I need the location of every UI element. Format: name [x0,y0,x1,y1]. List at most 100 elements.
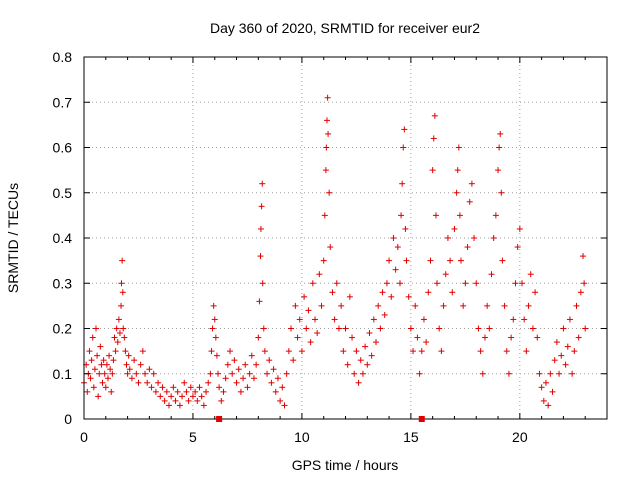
grid [84,57,607,419]
data-point [174,388,181,395]
data-point [210,302,217,309]
data-point [111,334,118,341]
data-point [163,388,170,395]
data-point [121,334,128,341]
data-point [277,397,284,404]
data-point [398,212,405,219]
data-point [220,388,227,395]
data-point [100,357,107,364]
data-point [208,348,215,355]
axis-marker [216,416,223,422]
data-point [97,343,104,350]
data-point [119,257,126,264]
data-point [381,311,388,318]
data-point [126,366,133,373]
data-point [514,244,521,251]
data-point [335,325,342,332]
y-tick-label: 0.2 [53,321,73,337]
data-point [351,370,358,377]
data-point [90,384,97,391]
data-point [481,334,488,341]
data-point [96,370,103,377]
data-point [490,235,497,241]
data-point [144,379,151,386]
data-point [436,325,443,332]
data-point [255,334,262,341]
data-point [558,352,565,359]
data-point [125,352,132,359]
data-point [536,370,543,377]
data-point [542,379,549,386]
data-point [139,348,146,355]
data-point [250,375,257,382]
data-point [534,334,541,341]
data-point [379,289,386,296]
data-point [423,339,430,346]
data-point [159,384,166,391]
data-point [342,325,349,332]
data-point [403,257,410,264]
data-point [237,388,244,395]
data-point [112,348,119,355]
data-point [499,257,506,264]
data-point [582,325,589,332]
x-tick-label: 5 [189,429,197,445]
data-point [128,375,135,382]
data-point [498,189,505,196]
data-point [189,393,196,400]
data-point [479,370,486,377]
y-axis-label: SRMTID / TECUs [5,183,21,293]
data-point [532,289,539,296]
data-point [292,302,299,309]
data-point [357,357,364,364]
data-point [283,370,290,377]
data-point [320,257,327,264]
data-point [353,348,360,355]
data-point [420,316,427,323]
data-point [294,334,301,341]
data-point [540,397,547,404]
data-point [101,370,108,377]
data-point [307,339,314,346]
axis-markers [216,416,425,422]
data-point [581,280,588,287]
data-point [103,361,110,368]
data-point [512,280,519,287]
data-point [231,357,238,364]
data-point [207,370,214,377]
data-point [551,357,558,364]
data-point [215,370,222,377]
data-point [456,212,463,219]
y-tick-label: 0.4 [53,230,73,246]
x-tick-label: 20 [512,429,528,445]
data-point [181,379,188,386]
data-point [185,397,192,404]
data-point [508,334,515,341]
data-point [229,370,236,377]
data-point [146,366,153,373]
data-point [325,130,332,137]
data-point [272,388,279,395]
data-point [505,370,512,377]
data-point [142,370,149,377]
data-point [344,361,351,368]
data-point [244,384,251,391]
data-point [108,388,115,395]
axis-ticks: 0 5 10 15 20 0 0.1 0.2 0.3 0.4 0.5 0.6 0.7 0.8 [53,49,607,445]
data-point [106,352,113,359]
data-point [87,375,94,382]
x-axis-label: GPS time / hours [292,457,399,473]
data-point [388,293,395,300]
data-point [442,271,449,278]
data-point [314,330,321,337]
data-point [373,339,380,346]
data-point [205,379,212,386]
data-point [155,379,162,386]
data-point [248,352,255,359]
data-point [453,189,460,196]
data-point [432,212,439,219]
data-point [194,397,201,404]
data-point [274,375,281,382]
data-point [412,302,419,309]
data-point [418,348,425,355]
